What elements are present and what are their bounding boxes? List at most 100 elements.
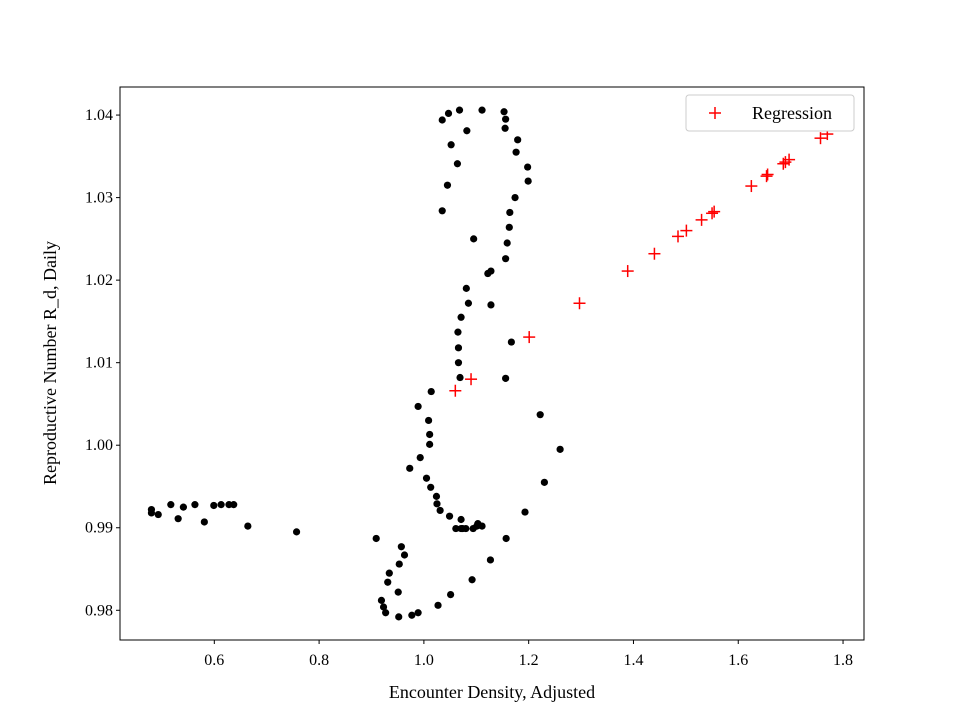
data-point — [167, 501, 175, 509]
data-point — [426, 440, 434, 448]
data-point — [445, 512, 454, 520]
y-tick-label: 1.04 — [85, 107, 113, 124]
data-point — [385, 569, 393, 577]
x-axis-label: Encounter Density, Adjusted — [389, 682, 595, 702]
regression-point — [695, 213, 708, 226]
data-point — [506, 208, 514, 217]
data-point — [447, 141, 455, 149]
y-tick-label: 1.00 — [85, 437, 113, 454]
data-point — [502, 534, 510, 543]
regression-point — [706, 207, 719, 220]
data-point — [416, 453, 424, 462]
data-point — [436, 506, 444, 515]
data-point — [462, 284, 470, 292]
data-point — [502, 374, 510, 382]
y-tick-label: 1.02 — [85, 272, 113, 289]
data-point — [478, 522, 486, 530]
data-point — [478, 106, 486, 114]
data-point — [454, 359, 463, 367]
data-point — [500, 108, 508, 116]
data-point — [230, 501, 238, 509]
regression-point — [708, 205, 721, 218]
data-point — [464, 299, 473, 307]
data-point — [454, 344, 463, 352]
data-point — [397, 543, 405, 551]
data-point — [512, 148, 520, 156]
data-point — [400, 551, 409, 559]
y-tick-label: 1.03 — [85, 190, 113, 207]
regression-point — [783, 153, 796, 166]
data-point — [427, 483, 435, 491]
data-point — [505, 223, 513, 231]
legend-plus-marker — [709, 107, 721, 119]
data-point — [456, 373, 464, 382]
regression-point — [573, 297, 586, 310]
x-tick-label: 1.2 — [519, 652, 539, 669]
data-point — [503, 239, 511, 247]
data-point — [443, 181, 452, 189]
data-point — [394, 588, 402, 596]
data-point — [457, 515, 465, 524]
regression-point — [672, 230, 684, 243]
legend: Regression — [685, 94, 855, 132]
data-point — [470, 235, 478, 243]
data-point — [179, 503, 187, 511]
x-tick-label: 1.6 — [728, 652, 748, 669]
data-point — [462, 524, 470, 533]
data-point — [511, 194, 519, 202]
y-tick-label: 1.01 — [85, 355, 113, 372]
data-point — [463, 127, 471, 135]
data-point — [244, 522, 252, 530]
data-point — [217, 501, 225, 509]
regression-point — [449, 384, 462, 397]
data-point — [434, 601, 442, 609]
regression-point — [621, 265, 634, 278]
data-point — [487, 301, 495, 309]
y-axis: 0.98 0.99 1.00 1.01 1.02 1.03 1.04 — [85, 107, 120, 619]
data-point — [414, 609, 422, 617]
regression-point — [745, 180, 758, 193]
data-point — [438, 116, 446, 124]
data-point — [438, 207, 446, 215]
x-tick-label: 1.0 — [414, 652, 434, 669]
data-point — [154, 510, 162, 519]
data-point — [191, 501, 199, 509]
data-point — [200, 518, 208, 526]
data-point — [395, 560, 403, 568]
data-point — [382, 609, 390, 617]
data-point — [524, 163, 532, 171]
x-axis: 0.6 0.8 1.0 1.2 1.4 1.6 1.8 — [204, 640, 853, 669]
data-point — [372, 534, 380, 543]
x-tick-label: 0.8 — [309, 652, 329, 669]
data-point — [147, 509, 156, 517]
data-point — [426, 430, 434, 439]
legend-box — [685, 94, 855, 132]
data-point — [521, 508, 529, 516]
data-point — [453, 160, 462, 168]
y-tick-label: 0.98 — [85, 602, 113, 619]
y-axis-label: Reproductive Number R_d, Daily — [40, 241, 60, 485]
legend-label-regression: Regression — [752, 103, 832, 123]
data-point — [487, 267, 495, 275]
data-point — [422, 474, 431, 482]
data-point — [452, 524, 460, 533]
regression-point — [523, 331, 536, 344]
data-point — [210, 501, 218, 510]
x-tick-label: 1.8 — [833, 652, 853, 669]
data-point — [556, 445, 564, 453]
data-point — [425, 416, 433, 425]
x-tick-label: 0.6 — [204, 652, 224, 669]
data-point — [507, 338, 515, 346]
data-point — [447, 591, 455, 599]
data-point — [433, 500, 441, 508]
regression-point — [648, 247, 661, 260]
data-point — [514, 136, 522, 144]
data-point — [524, 177, 532, 185]
data-point — [501, 124, 509, 132]
data-point — [379, 603, 388, 611]
data-point — [377, 596, 386, 604]
data-point — [468, 576, 476, 584]
data-point — [292, 528, 301, 536]
regression-point — [814, 132, 827, 145]
